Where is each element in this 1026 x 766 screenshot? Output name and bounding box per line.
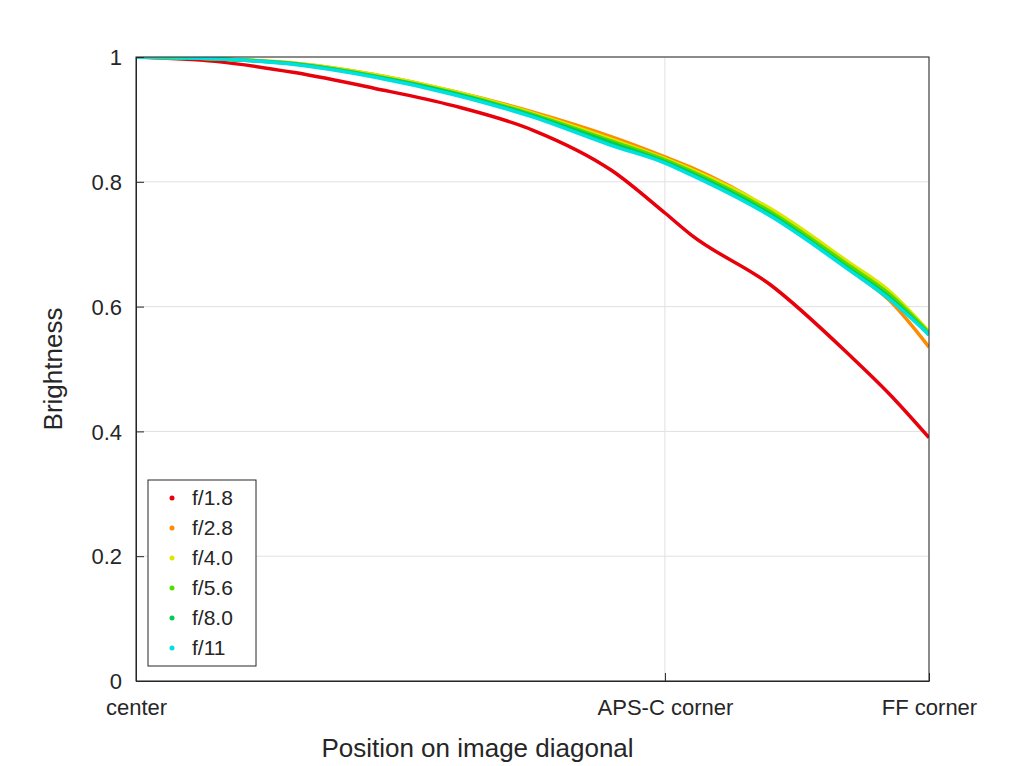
tick-label: APS-C corner — [598, 695, 734, 720]
legend-label: f/5.6 — [192, 576, 233, 599]
legend-symbol — [170, 586, 175, 591]
grid-line — [664, 57, 665, 681]
series-line — [136, 57, 929, 335]
plot-area: center APS-C corner FF corner 0 0.2 0.4 0.6 0.8… — [91, 45, 977, 719]
tick-mark — [136, 182, 144, 183]
tick: 0 — [110, 669, 144, 694]
tick-label: 0.6 — [91, 295, 122, 320]
series-line — [136, 57, 929, 333]
legend-label: f/1.8 — [192, 486, 233, 509]
legend-label: f/11 — [192, 636, 225, 659]
series-group — [136, 57, 929, 438]
tick-mark — [665, 673, 666, 681]
grid-line — [136, 306, 929, 307]
tick-label: 0.4 — [91, 420, 122, 445]
legend: f/1.8 f/2.8 f/4.0 f/5.6 f/8.0 f/11 — [148, 480, 256, 666]
legend-symbol — [170, 616, 175, 621]
grid — [136, 57, 929, 681]
series-line — [136, 57, 929, 335]
tick-label: 0 — [110, 669, 122, 694]
legend-label: f/2.8 — [192, 516, 233, 539]
tick: 1 — [110, 45, 144, 70]
legend-symbol — [170, 496, 175, 501]
legend-box — [148, 480, 256, 666]
grid-line — [136, 181, 929, 182]
tick-mark — [136, 431, 144, 432]
series-line — [136, 57, 929, 347]
legend-symbol — [170, 646, 175, 651]
tick-mark — [136, 307, 144, 308]
tick-mark — [136, 556, 144, 557]
x-axis-title: Position on image diagonal — [321, 733, 633, 763]
tick-label: center — [106, 695, 167, 720]
tick-label: 0.8 — [91, 170, 122, 195]
chart: center APS-C corner FF corner 0 0.2 0.4 0.6 0.8… — [0, 0, 1026, 766]
legend-label: f/8.0 — [192, 606, 233, 629]
tick: APS-C corner — [598, 673, 734, 720]
grid-line — [136, 431, 929, 432]
legend-symbol — [170, 556, 175, 561]
series-line — [136, 57, 929, 438]
y-axis-title: Brightness — [38, 308, 68, 431]
x-axis: center APS-C corner FF corner — [106, 673, 977, 720]
tick-label: 1 — [110, 45, 122, 70]
legend-label: f/4.0 — [192, 546, 233, 569]
tick-label: 0.2 — [91, 544, 122, 569]
legend-symbol — [170, 526, 175, 531]
series-line — [136, 57, 929, 332]
plot-frame — [136, 57, 929, 681]
tick-label: FF corner — [882, 695, 977, 720]
